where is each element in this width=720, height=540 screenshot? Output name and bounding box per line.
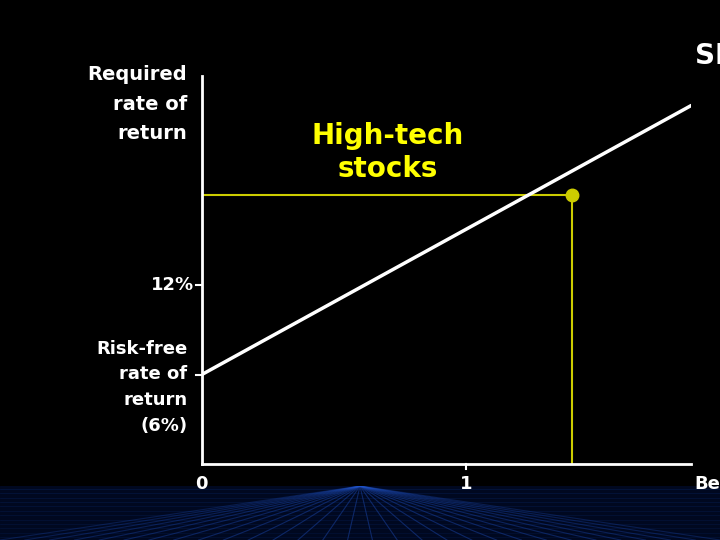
- Text: SML: SML: [695, 42, 720, 70]
- Text: Risk-free: Risk-free: [96, 340, 187, 357]
- Text: 12%: 12%: [151, 276, 194, 294]
- Text: Beta: Beta: [695, 475, 720, 493]
- Text: Required: Required: [88, 65, 187, 84]
- Text: High-tech
stocks: High-tech stocks: [312, 122, 464, 183]
- Text: return: return: [117, 124, 187, 143]
- Text: rate of: rate of: [119, 366, 187, 383]
- Text: rate of: rate of: [113, 94, 187, 113]
- Text: return: return: [123, 392, 187, 409]
- Text: 0: 0: [195, 475, 208, 493]
- Text: 1: 1: [460, 475, 472, 493]
- Text: (6%): (6%): [140, 417, 187, 435]
